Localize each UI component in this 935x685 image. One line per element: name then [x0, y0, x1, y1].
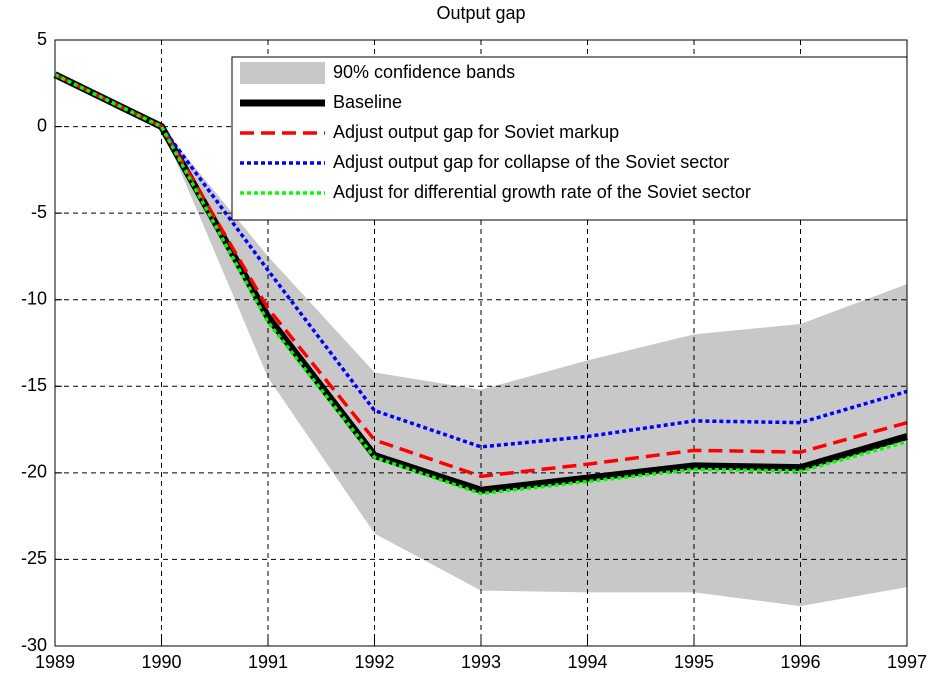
series-line: [54, 73, 908, 496]
legend-label: Adjust output gap for collapse of the So…: [333, 152, 729, 172]
legend-label: 90% confidence bands: [333, 62, 515, 82]
legend-label: Baseline: [333, 92, 402, 112]
y-tick-label: -20: [21, 462, 47, 482]
legend-swatch: [240, 62, 325, 84]
x-tick-label: 1990: [141, 652, 181, 672]
x-tick-label: 1996: [780, 652, 820, 672]
legend-label: Adjust for differential growth rate of t…: [333, 182, 751, 202]
x-tick-label: 1993: [461, 652, 501, 672]
y-tick-label: 5: [37, 29, 47, 49]
y-tick-label: -15: [21, 375, 47, 395]
chart-title: Output gap: [436, 3, 525, 23]
x-tick-label: 1992: [354, 652, 394, 672]
legend-box: [231, 56, 908, 221]
plot-frame: [54, 39, 908, 647]
y-tick-label: -10: [21, 288, 47, 308]
y-tick-label: -25: [21, 548, 47, 568]
y-tick-label: 0: [37, 115, 47, 135]
y-tick-label: -5: [31, 202, 47, 222]
series-line: [54, 73, 908, 479]
y-tick-label: -30: [21, 635, 47, 655]
legend-label: Adjust output gap for Soviet markup: [333, 122, 619, 142]
x-tick-label: 1989: [35, 652, 75, 672]
x-tick-label: 1995: [674, 652, 714, 672]
x-tick-label: 1991: [248, 652, 288, 672]
x-tick-label: 1994: [567, 652, 607, 672]
series-line: [54, 73, 908, 449]
x-tick-label: 1997: [887, 652, 927, 672]
